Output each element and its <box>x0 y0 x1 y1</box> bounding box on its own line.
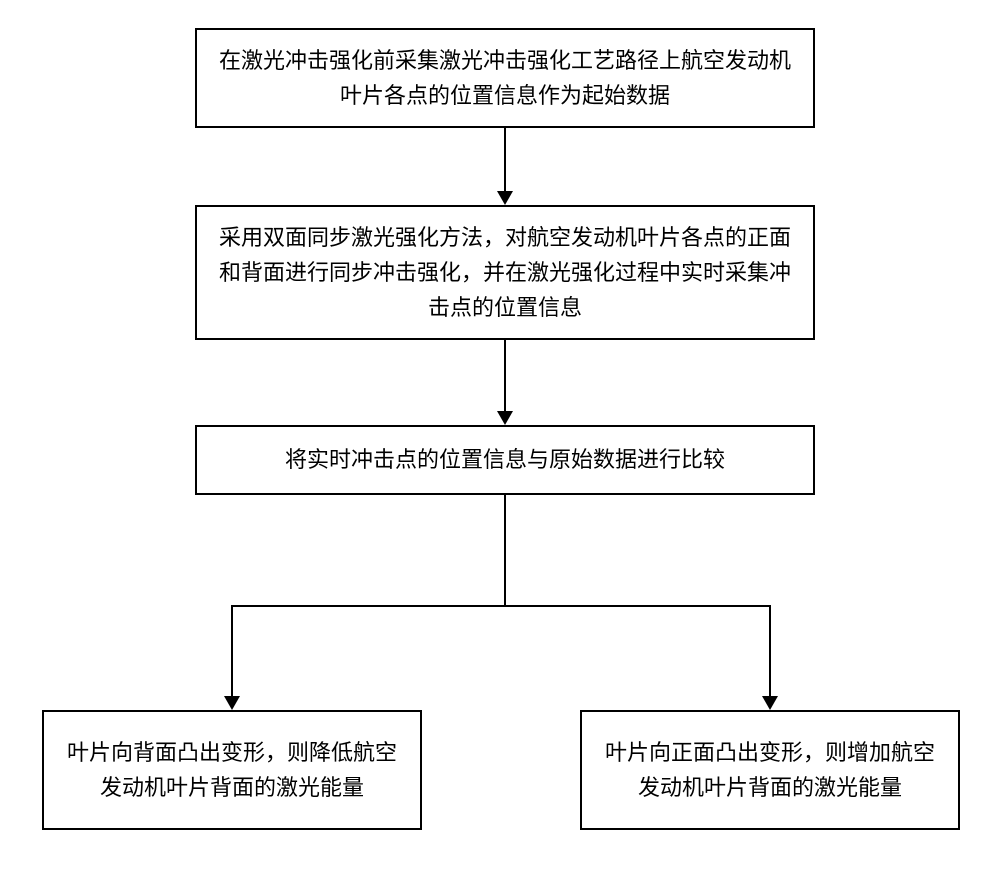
flowchart-node-result-left: 叶片向背面凸出变形，则降低航空发动机叶片背面的激光能量 <box>42 710 422 830</box>
flowchart-container: 在激光冲击强化前采集激光冲击强化工艺路径上航空发动机叶片各点的位置信息作为起始数… <box>0 0 1000 878</box>
arrow-line <box>504 128 506 191</box>
arrow-line <box>231 605 233 696</box>
arrowhead-down-icon <box>497 411 513 425</box>
flowchart-node-step1: 在激光冲击强化前采集激光冲击强化工艺路径上航空发动机叶片各点的位置信息作为起始数… <box>195 28 815 128</box>
flowchart-node-step2: 采用双面同步激光强化方法，对航空发动机叶片各点的正面和背面进行同步冲击强化，并在… <box>195 205 815 340</box>
node-text: 将实时冲击点的位置信息与原始数据进行比较 <box>285 442 725 477</box>
arrowhead-down-icon <box>497 191 513 205</box>
flowchart-node-result-right: 叶片向正面凸出变形，则增加航空发动机叶片背面的激光能量 <box>580 710 960 830</box>
arrowhead-down-icon <box>762 696 778 710</box>
arrow-line <box>231 605 771 607</box>
node-text: 在激光冲击强化前采集激光冲击强化工艺路径上航空发动机叶片各点的位置信息作为起始数… <box>217 43 793 113</box>
arrowhead-down-icon <box>224 696 240 710</box>
arrow-line <box>504 340 506 411</box>
arrow-line <box>769 605 771 696</box>
node-text: 采用双面同步激光强化方法，对航空发动机叶片各点的正面和背面进行同步冲击强化，并在… <box>217 220 793 326</box>
arrow-line <box>504 495 506 605</box>
node-text: 叶片向背面凸出变形，则降低航空发动机叶片背面的激光能量 <box>64 735 400 805</box>
node-text: 叶片向正面凸出变形，则增加航空发动机叶片背面的激光能量 <box>602 735 938 805</box>
flowchart-node-step3: 将实时冲击点的位置信息与原始数据进行比较 <box>195 425 815 495</box>
